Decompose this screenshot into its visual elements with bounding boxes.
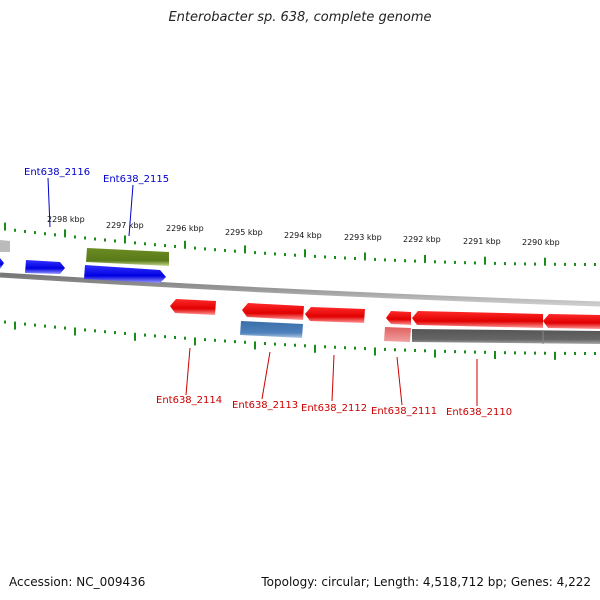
gene-arrow-forward[interactable] [25, 260, 65, 274]
ruler-tick-label: 2296 kbp [166, 224, 204, 233]
map-title: Enterobacter sp. 638, complete genome [168, 10, 432, 25]
gene-arrow-ent638-2116[interactable] [84, 265, 166, 283]
accession-text: Accession: NC_009436 [9, 575, 146, 589]
leader-line-ent638-2116 [47, 177, 51, 228]
ruler-tick-label: 2294 kbp [284, 231, 322, 240]
leader-line-ent638-2111 [396, 356, 403, 406]
gene-label-ent638-2116[interactable]: Ent638_2116 [24, 167, 90, 178]
gene-label-ent638-2110[interactable]: Ent638_2110 [446, 407, 512, 418]
gene-arrow-ent638-2111[interactable] [386, 311, 411, 325]
ruler-tick-label: 2292 kbp [403, 235, 441, 244]
gene-arrow-forward-edge[interactable] [0, 258, 4, 269]
leader-line-ent638-2113 [261, 351, 271, 400]
gene-arrow-ent638-2113[interactable] [242, 303, 304, 320]
gene-label-ent638-2115[interactable]: Ent638_2115 [103, 174, 169, 185]
leader-line-ent638-2112 [331, 354, 335, 402]
gray-feature-left [0, 240, 10, 252]
gene-arrow-ent638-2110[interactable] [412, 311, 543, 328]
genome-backbone [0, 272, 600, 307]
ruler-tick-label: 2291 kbp [463, 237, 501, 246]
ruler-tick-label: 2295 kbp [225, 228, 263, 237]
gene-arrow-ent638-2111-alt[interactable] [384, 327, 411, 342]
ruler-tick-label: 2293 kbp [344, 233, 382, 242]
gene-label-ent638-2113[interactable]: Ent638_2113 [232, 400, 298, 411]
gene-label-ent638-2111[interactable]: Ent638_2111 [371, 406, 437, 417]
gene-label-ent638-2114[interactable]: Ent638_2114 [156, 395, 222, 406]
genome-summary-text: Topology: circular; Length: 4,518,712 bp… [261, 575, 591, 589]
leader-line-ent638-2115 [128, 184, 134, 237]
gene-arrow-ent638-2113-alt[interactable] [240, 321, 303, 338]
gene-arrow-ent638-2112[interactable] [305, 307, 365, 323]
gene-arrow-ent638-2110-alt[interactable] [412, 329, 600, 344]
leader-line-ent638-2114 [185, 347, 191, 396]
gene-arrow-reverse-right[interactable] [543, 314, 600, 329]
ruler-ticks-outer [4, 222, 596, 266]
ruler-tick-label: 2298 kbp [47, 215, 85, 224]
gene-arrow-ent638-2114[interactable] [170, 299, 216, 315]
label-leader-lines [47, 177, 478, 406]
ruler-ticks-inner [4, 320, 596, 360]
gene-label-ent638-2112[interactable]: Ent638_2112 [301, 403, 367, 414]
gene-arrow-ent638-2115[interactable] [86, 248, 169, 266]
ruler-tick-label: 2290 kbp [522, 238, 560, 247]
ruler-tick-label: 2297 kbp [106, 221, 144, 230]
